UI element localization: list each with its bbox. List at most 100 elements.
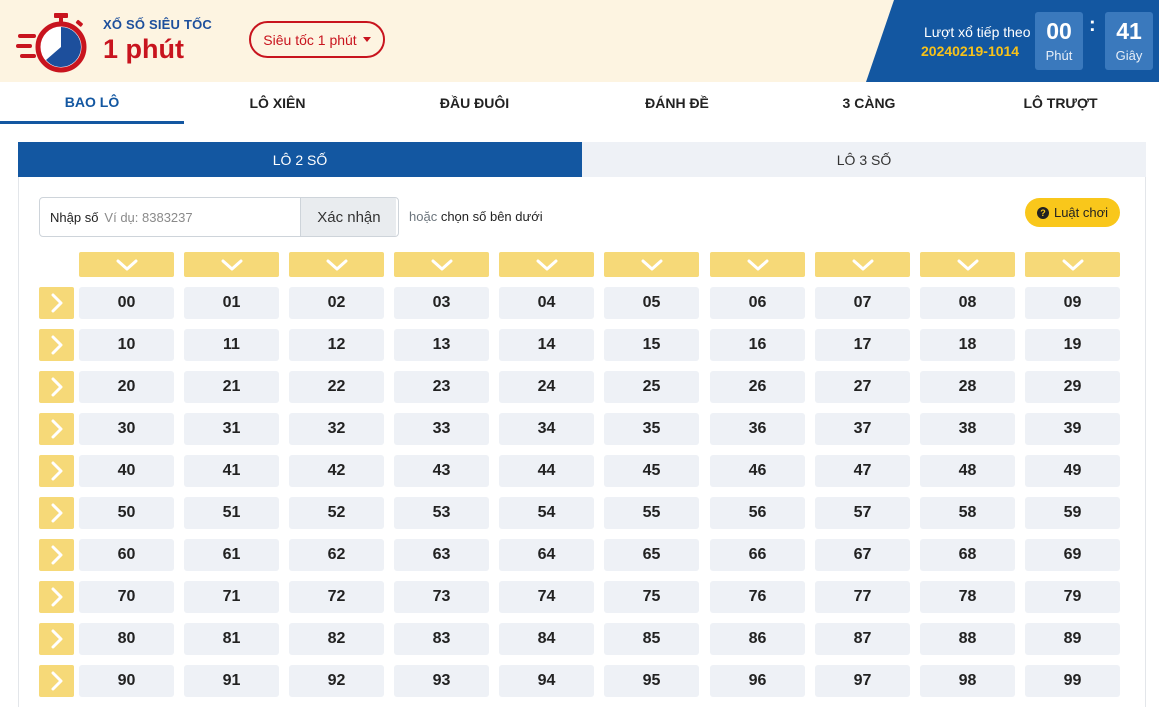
- number-cell[interactable]: 49: [1025, 455, 1120, 487]
- row-select-button[interactable]: [39, 623, 74, 655]
- number-input[interactable]: [104, 198, 301, 236]
- tab-lo-xien[interactable]: LÔ XIÊN: [249, 95, 306, 111]
- number-cell[interactable]: 57: [815, 497, 910, 529]
- number-cell[interactable]: 87: [815, 623, 910, 655]
- number-cell[interactable]: 79: [1025, 581, 1120, 613]
- number-cell[interactable]: 61: [184, 539, 279, 571]
- number-cell[interactable]: 96: [710, 665, 805, 697]
- tab-danh-de[interactable]: ĐÁNH ĐỀ: [645, 95, 709, 111]
- number-cell[interactable]: 74: [499, 581, 594, 613]
- number-cell[interactable]: 03: [394, 287, 489, 319]
- number-cell[interactable]: 66: [710, 539, 805, 571]
- number-cell[interactable]: 58: [920, 497, 1015, 529]
- number-cell[interactable]: 39: [1025, 413, 1120, 445]
- number-cell[interactable]: 60: [79, 539, 174, 571]
- number-cell[interactable]: 52: [289, 497, 384, 529]
- number-cell[interactable]: 53: [394, 497, 489, 529]
- number-cell[interactable]: 51: [184, 497, 279, 529]
- number-cell[interactable]: 85: [604, 623, 699, 655]
- tab-lo-2-so[interactable]: LÔ 2 SỐ: [18, 142, 582, 177]
- number-cell[interactable]: 75: [604, 581, 699, 613]
- number-cell[interactable]: 10: [79, 329, 174, 361]
- number-cell[interactable]: 18: [920, 329, 1015, 361]
- number-cell[interactable]: 73: [394, 581, 489, 613]
- tab-lo-truot[interactable]: LÔ TRƯỢT: [1023, 95, 1098, 111]
- number-cell[interactable]: 54: [499, 497, 594, 529]
- number-cell[interactable]: 93: [394, 665, 489, 697]
- number-cell[interactable]: 82: [289, 623, 384, 655]
- number-cell[interactable]: 20: [79, 371, 174, 403]
- row-select-button[interactable]: [39, 497, 74, 529]
- number-cell[interactable]: 71: [184, 581, 279, 613]
- number-cell[interactable]: 35: [604, 413, 699, 445]
- number-cell[interactable]: 91: [184, 665, 279, 697]
- number-cell[interactable]: 42: [289, 455, 384, 487]
- confirm-button[interactable]: Xác nhận: [300, 198, 397, 236]
- tab-bao-lo[interactable]: BAO LÔ: [0, 82, 184, 124]
- column-select-button[interactable]: [394, 252, 489, 277]
- game-mode-dropdown[interactable]: Siêu tốc 1 phút: [249, 21, 385, 58]
- number-cell[interactable]: 05: [604, 287, 699, 319]
- number-cell[interactable]: 38: [920, 413, 1015, 445]
- row-select-button[interactable]: [39, 371, 74, 403]
- number-cell[interactable]: 64: [499, 539, 594, 571]
- row-select-button[interactable]: [39, 455, 74, 487]
- number-cell[interactable]: 31: [184, 413, 279, 445]
- number-cell[interactable]: 67: [815, 539, 910, 571]
- tab-3-cang[interactable]: 3 CÀNG: [842, 95, 896, 111]
- number-cell[interactable]: 95: [604, 665, 699, 697]
- number-cell[interactable]: 72: [289, 581, 384, 613]
- rules-button[interactable]: ? Luật chơi: [1025, 198, 1120, 227]
- number-cell[interactable]: 40: [79, 455, 174, 487]
- row-select-button[interactable]: [39, 665, 74, 697]
- number-cell[interactable]: 13: [394, 329, 489, 361]
- number-cell[interactable]: 28: [920, 371, 1015, 403]
- number-cell[interactable]: 89: [1025, 623, 1120, 655]
- number-cell[interactable]: 90: [79, 665, 174, 697]
- number-cell[interactable]: 56: [710, 497, 805, 529]
- number-cell[interactable]: 84: [499, 623, 594, 655]
- number-cell[interactable]: 22: [289, 371, 384, 403]
- number-cell[interactable]: 48: [920, 455, 1015, 487]
- row-select-button[interactable]: [39, 539, 74, 571]
- number-cell[interactable]: 76: [710, 581, 805, 613]
- number-cell[interactable]: 80: [79, 623, 174, 655]
- number-cell[interactable]: 92: [289, 665, 384, 697]
- number-cell[interactable]: 15: [604, 329, 699, 361]
- tab-lo-3-so[interactable]: LÔ 3 SỐ: [836, 151, 892, 168]
- number-cell[interactable]: 63: [394, 539, 489, 571]
- number-cell[interactable]: 32: [289, 413, 384, 445]
- number-cell[interactable]: 07: [815, 287, 910, 319]
- column-select-button[interactable]: [1025, 252, 1120, 277]
- number-cell[interactable]: 34: [499, 413, 594, 445]
- number-cell[interactable]: 27: [815, 371, 910, 403]
- column-select-button[interactable]: [289, 252, 384, 277]
- number-cell[interactable]: 02: [289, 287, 384, 319]
- number-cell[interactable]: 11: [184, 329, 279, 361]
- column-select-button[interactable]: [604, 252, 699, 277]
- number-cell[interactable]: 78: [920, 581, 1015, 613]
- number-cell[interactable]: 00: [79, 287, 174, 319]
- number-cell[interactable]: 17: [815, 329, 910, 361]
- column-select-button[interactable]: [920, 252, 1015, 277]
- number-cell[interactable]: 45: [604, 455, 699, 487]
- number-cell[interactable]: 30: [79, 413, 174, 445]
- number-cell[interactable]: 33: [394, 413, 489, 445]
- number-cell[interactable]: 29: [1025, 371, 1120, 403]
- number-cell[interactable]: 86: [710, 623, 805, 655]
- number-cell[interactable]: 21: [184, 371, 279, 403]
- column-select-button[interactable]: [184, 252, 279, 277]
- row-select-button[interactable]: [39, 581, 74, 613]
- number-cell[interactable]: 16: [710, 329, 805, 361]
- number-cell[interactable]: 08: [920, 287, 1015, 319]
- number-cell[interactable]: 62: [289, 539, 384, 571]
- row-select-button[interactable]: [39, 413, 74, 445]
- number-cell[interactable]: 88: [920, 623, 1015, 655]
- number-cell[interactable]: 41: [184, 455, 279, 487]
- number-cell[interactable]: 04: [499, 287, 594, 319]
- row-select-button[interactable]: [39, 329, 74, 361]
- tab-dau-duoi[interactable]: ĐẦU ĐUÔI: [439, 95, 510, 111]
- number-cell[interactable]: 24: [499, 371, 594, 403]
- number-cell[interactable]: 37: [815, 413, 910, 445]
- number-cell[interactable]: 12: [289, 329, 384, 361]
